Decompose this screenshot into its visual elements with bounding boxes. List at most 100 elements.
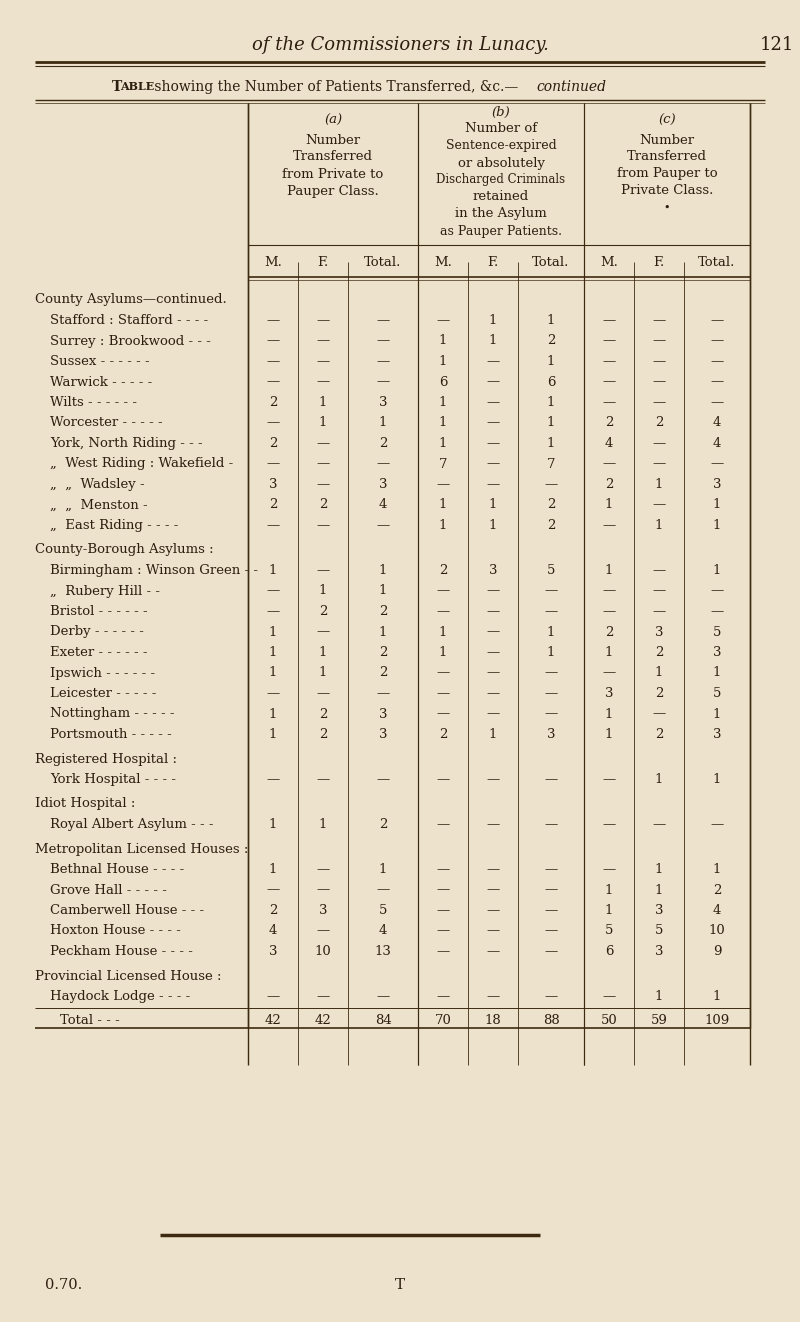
- Text: —: —: [316, 924, 330, 937]
- Text: —: —: [486, 605, 500, 617]
- Text: —: —: [436, 904, 450, 917]
- Text: —: —: [316, 457, 330, 471]
- Text: —: —: [266, 356, 280, 368]
- Text: Sentence-expired: Sentence-expired: [446, 140, 556, 152]
- Text: —: —: [316, 438, 330, 449]
- Text: —: —: [544, 924, 558, 937]
- Text: 6: 6: [438, 375, 447, 389]
- Text: 1: 1: [439, 520, 447, 531]
- Text: 2: 2: [319, 707, 327, 720]
- Text: T: T: [112, 81, 122, 94]
- Text: from Private to: from Private to: [282, 168, 384, 181]
- Text: Bethnal House - - - -: Bethnal House - - - -: [50, 863, 184, 876]
- Text: —: —: [316, 315, 330, 327]
- Text: 3: 3: [378, 479, 387, 490]
- Text: —: —: [544, 666, 558, 680]
- Text: 1: 1: [439, 498, 447, 512]
- Text: —: —: [376, 773, 390, 787]
- Text: Ipswich - - - - - -: Ipswich - - - - - -: [50, 666, 155, 680]
- Text: 42: 42: [265, 1014, 282, 1026]
- Text: —: —: [602, 375, 616, 389]
- Text: 2: 2: [605, 416, 613, 430]
- Text: 1: 1: [439, 625, 447, 639]
- Text: —: —: [436, 863, 450, 876]
- Text: 3: 3: [713, 479, 722, 490]
- Text: —: —: [486, 397, 500, 408]
- Text: —: —: [652, 315, 666, 327]
- Text: •: •: [664, 204, 670, 213]
- Text: 1: 1: [319, 397, 327, 408]
- Text: 1: 1: [655, 666, 663, 680]
- Text: —: —: [652, 457, 666, 471]
- Text: in the Asylum: in the Asylum: [455, 208, 547, 221]
- Text: County-Borough Asylums :: County-Borough Asylums :: [35, 543, 214, 557]
- Text: —: —: [486, 479, 500, 490]
- Text: —: —: [316, 863, 330, 876]
- Text: 3: 3: [489, 564, 498, 576]
- Text: 5: 5: [713, 687, 721, 701]
- Text: —: —: [486, 457, 500, 471]
- Text: York Hospital - - - -: York Hospital - - - -: [50, 773, 176, 787]
- Text: retained: retained: [473, 190, 529, 204]
- Text: —: —: [486, 666, 500, 680]
- Text: 1: 1: [379, 625, 387, 639]
- Text: 1: 1: [713, 564, 721, 576]
- Text: —: —: [266, 883, 280, 896]
- Text: 1: 1: [713, 990, 721, 1003]
- Text: (c): (c): [658, 114, 676, 127]
- Text: 1: 1: [439, 646, 447, 658]
- Text: —: —: [486, 707, 500, 720]
- Text: 1: 1: [547, 356, 555, 368]
- Text: —: —: [544, 883, 558, 896]
- Text: —: —: [316, 375, 330, 389]
- Text: —: —: [652, 564, 666, 576]
- Text: —: —: [652, 438, 666, 449]
- Text: 1: 1: [655, 773, 663, 787]
- Text: 1: 1: [489, 520, 497, 531]
- Text: 3: 3: [269, 945, 278, 958]
- Text: —: —: [436, 479, 450, 490]
- Text: 1: 1: [713, 863, 721, 876]
- Text: —: —: [544, 945, 558, 958]
- Text: 3: 3: [654, 625, 663, 639]
- Text: —: —: [266, 605, 280, 617]
- Text: —: —: [602, 334, 616, 348]
- Text: „  West Riding : Wakefield -: „ West Riding : Wakefield -: [50, 457, 234, 471]
- Text: 1: 1: [489, 728, 497, 742]
- Text: —: —: [436, 818, 450, 832]
- Text: Pauper Class.: Pauper Class.: [287, 185, 379, 197]
- Text: 3: 3: [378, 397, 387, 408]
- Text: —: —: [602, 520, 616, 531]
- Text: Surrey : Brookwood - - -: Surrey : Brookwood - - -: [50, 334, 211, 348]
- Text: —: —: [266, 457, 280, 471]
- Text: —: —: [316, 520, 330, 531]
- Text: 1: 1: [439, 356, 447, 368]
- Text: —: —: [544, 863, 558, 876]
- Text: —: —: [486, 990, 500, 1003]
- Text: Total - - -: Total - - -: [60, 1014, 120, 1026]
- Text: 1: 1: [655, 990, 663, 1003]
- Text: 2: 2: [379, 666, 387, 680]
- Text: 1: 1: [547, 625, 555, 639]
- Text: —: —: [652, 397, 666, 408]
- Text: Peckham House - - - -: Peckham House - - - -: [50, 945, 193, 958]
- Text: Stafford : Stafford - - - -: Stafford : Stafford - - - -: [50, 315, 208, 327]
- Text: 2: 2: [605, 479, 613, 490]
- Text: —: —: [266, 520, 280, 531]
- Text: —: —: [602, 356, 616, 368]
- Text: 1: 1: [319, 416, 327, 430]
- Text: 1: 1: [439, 416, 447, 430]
- Text: 3: 3: [713, 728, 722, 742]
- Text: „  Rubery Hill - -: „ Rubery Hill - -: [50, 584, 160, 598]
- Text: —: —: [486, 924, 500, 937]
- Text: 1: 1: [269, 707, 277, 720]
- Text: —: —: [710, 375, 724, 389]
- Text: 1: 1: [713, 520, 721, 531]
- Text: Registered Hospital :: Registered Hospital :: [35, 752, 177, 765]
- Text: 1: 1: [547, 397, 555, 408]
- Text: continued: continued: [536, 81, 606, 94]
- Text: —: —: [544, 687, 558, 701]
- Text: 3: 3: [378, 707, 387, 720]
- Text: 1: 1: [713, 707, 721, 720]
- Text: 10: 10: [709, 924, 726, 937]
